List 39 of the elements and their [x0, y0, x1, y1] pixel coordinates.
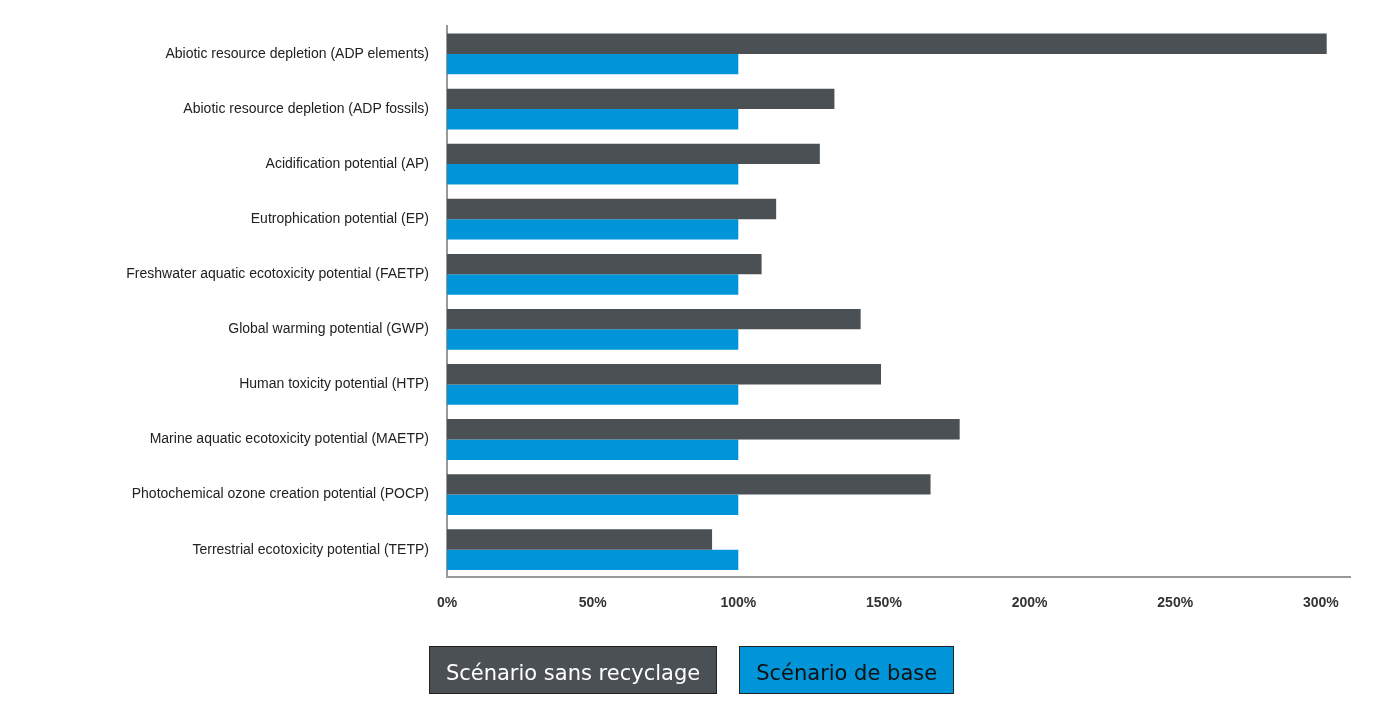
bar — [447, 494, 739, 515]
bar — [447, 474, 931, 495]
bar — [447, 219, 739, 240]
bar — [447, 384, 739, 405]
bar — [447, 439, 739, 460]
bar — [447, 109, 739, 130]
x-tick-label: 250% — [1157, 594, 1194, 611]
bar — [447, 529, 713, 550]
y-tick-label: Abiotic resource depletion (ADP elements) — [165, 44, 429, 61]
x-tick-label: 0% — [436, 594, 458, 611]
text: Scénario sans recyclage — [428, 646, 718, 694]
x-tick-label: 200% — [1011, 594, 1049, 611]
y-tick-label: Eutrophication potential (EP) — [250, 210, 429, 227]
bar — [447, 549, 739, 571]
bar — [447, 329, 739, 350]
x-tick-label: 50% — [578, 594, 608, 611]
y-tick-label: Global warming potential (GWP) — [228, 320, 429, 337]
y-tick-label: Abiotic resource depletion (ADP fossils) — [183, 99, 429, 116]
bar — [447, 88, 835, 110]
x-tick-label: 300% — [1302, 594, 1340, 611]
bar — [447, 33, 1327, 54]
y-tick-label: Acidification potential (AP) — [265, 154, 429, 171]
y-tick-label: Human toxicity potential (HTP) — [239, 375, 429, 392]
y-tick-label: Marine aquatic ecotoxicity potential (MAETP) — [149, 430, 429, 447]
bar — [447, 198, 777, 220]
text: Scénario de base — [739, 646, 955, 694]
y-tick-label: Freshwater aquatic ecotoxicity potential (FAETP) — [126, 265, 429, 282]
y-tick-label: Terrestrial ecotoxicity potential (TETP) — [192, 540, 429, 557]
x-tick-label: 100% — [720, 594, 757, 611]
bar — [447, 364, 882, 385]
x-tick-label: 150% — [866, 594, 903, 611]
bar — [447, 253, 762, 275]
bar — [447, 53, 739, 75]
bar — [447, 419, 960, 440]
y-tick-label: Photochemical ozone creation potential (POCP) — [131, 485, 429, 502]
bar — [447, 143, 820, 165]
bar — [447, 164, 739, 185]
bar — [447, 274, 739, 295]
bar — [447, 308, 861, 330]
